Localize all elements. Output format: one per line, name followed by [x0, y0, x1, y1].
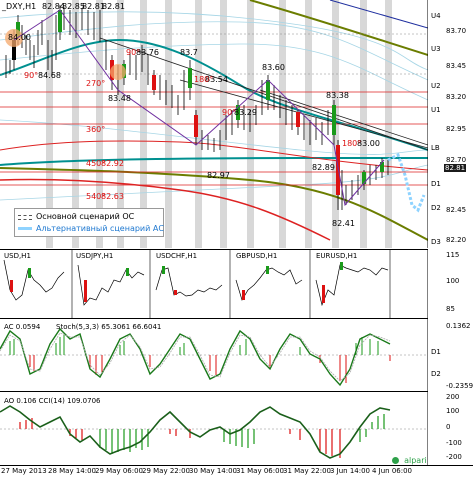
date-label: 28 May 14:00	[48, 467, 97, 475]
angle-label: 180°	[342, 139, 362, 148]
price-label: 82.97	[207, 171, 230, 180]
legend-base-label: Основной сценарий ОС	[36, 212, 135, 221]
angle-label: 360°	[86, 125, 106, 134]
level-d2: D2	[431, 204, 441, 212]
scenario-legend: Основной сценарий ОС Альтернативный сцен…	[14, 208, 164, 237]
angle-label: 450°	[86, 159, 106, 168]
ohlc-low: 82.81	[82, 2, 105, 11]
main-chart-panel[interactable]: _DXY,H1 82.84 82.85 82.81 82.81 84.00 84…	[0, 0, 428, 248]
date-label: 31 May 22:00	[283, 467, 332, 475]
ao-cci-header: AO 0.106 CCI(14) 109.0706	[4, 397, 101, 405]
price-label: 83.38	[326, 91, 349, 100]
ao-cci-panel[interactable]: AO 0.106 CCI(14) 109.0706 alpari	[0, 391, 428, 466]
symbol-header: _DXY,H1	[2, 2, 37, 11]
alpari-logo-icon	[392, 457, 399, 464]
ac-axis-tick: D1	[431, 348, 441, 356]
price-label: 82.89	[312, 163, 335, 172]
level-d3: D3	[431, 238, 441, 246]
angle-label: 90°	[24, 71, 39, 80]
legend-alt-label: Альтернативный сценарий АС	[36, 224, 164, 233]
main-price-axis: U4 U3 U2 U1 LB D1 D2 D3 83.70 83.45 83.2…	[428, 0, 473, 248]
price-label: 84.68	[38, 71, 61, 80]
ao-axis-tick: 0	[446, 423, 451, 431]
date-label: 27 May 2013	[1, 467, 47, 475]
ac-axis: 0.1362 D1 D2 -0.2359	[428, 318, 473, 390]
stoch-header: Stoch(5,3,3) 65.3061 66.6041	[56, 323, 162, 331]
ac-axis-tick: 0.1362	[446, 322, 471, 330]
ao-axis-tick: 100	[446, 407, 460, 415]
angle-label: 90°	[126, 48, 141, 57]
axis-price: 83.20	[446, 93, 467, 101]
ao-axis-tick: 200	[446, 393, 460, 401]
price-label: 82.41	[332, 219, 355, 228]
cross-label-usdchf: USDCHF,H1	[156, 252, 198, 260]
ac-stoch-panel[interactable]: AC 0.0594 Stoch(5,3,3) 65.3061 66.6041	[0, 318, 428, 391]
cross-pairs-panel[interactable]: USD,H1 USDJPY,H1 USDCHF,H1 GBPUSD,H1 EUR…	[0, 249, 428, 318]
axis-price: 82.95	[446, 125, 467, 133]
date-label: 29 May 22:00	[142, 467, 191, 475]
price-label: 83.29	[234, 108, 257, 117]
main-chart-svg	[0, 0, 428, 248]
date-label: 3 Jun 14:00	[330, 467, 371, 475]
alpari-logo-text: alpari	[404, 456, 427, 465]
angle-label: 180°	[194, 75, 214, 84]
current-price-tag: 82.81	[444, 164, 467, 172]
ac-header: AC 0.0594	[4, 323, 41, 331]
ohlc-high: 82.85	[62, 2, 85, 11]
ac-stoch-svg	[0, 319, 428, 391]
date-label: 4 Jun 06:00	[372, 467, 413, 475]
cross-label-usdjpy: USDJPY,H1	[76, 252, 114, 260]
legend-alt-swatch	[18, 227, 32, 230]
ao-axis-tick: -100	[446, 439, 462, 447]
cross-axis-tick: 100	[446, 277, 460, 285]
axis-price: 82.20	[446, 236, 467, 244]
level-u1: U1	[431, 106, 441, 114]
date-label: 31 May 06:00	[236, 467, 285, 475]
price-label: 82.63	[101, 192, 124, 201]
price-label: 83.00	[357, 139, 380, 148]
cross-axis-tick: 85	[446, 305, 455, 313]
cross-label-usd: USD,H1	[4, 252, 31, 260]
cross-pairs-svg	[3, 250, 428, 318]
ao-axis-tick: -200	[446, 453, 462, 461]
cross-axis-tick: 115	[446, 251, 460, 259]
price-label: 83.60	[262, 63, 285, 72]
date-label: 29 May 06:00	[95, 467, 144, 475]
cross-label-eurusd: EURUSD,H1	[316, 252, 358, 260]
level-u3: U3	[431, 45, 441, 53]
ao-axis: 200 100 0 -100 -200	[428, 391, 473, 465]
price-label: 84.00	[8, 33, 31, 42]
angle-label: 270°	[86, 79, 106, 88]
angle-label: 90°	[222, 108, 237, 117]
axis-price: 83.45	[446, 62, 467, 70]
ohlc-close: 82.81	[102, 2, 125, 11]
axis-price: 83.70	[446, 27, 467, 35]
price-label: 83.7	[180, 48, 198, 57]
ohlc-open: 82.84	[42, 2, 65, 11]
ac-axis-tick: -0.2359	[446, 382, 473, 390]
axis-price: 82.45	[446, 206, 467, 214]
ac-axis-tick: D2	[431, 370, 441, 378]
price-label: 83.54	[205, 75, 228, 84]
axis-price: 82.70	[446, 156, 467, 164]
price-label: 83.48	[108, 94, 131, 103]
legend-base-swatch	[18, 215, 32, 220]
alpari-logo: alpari	[392, 450, 427, 469]
level-u4: U4	[431, 12, 441, 20]
cross-axis: 115 100 85	[428, 249, 473, 317]
level-d1: D1	[431, 180, 441, 188]
date-label: 30 May 14:00	[189, 467, 238, 475]
price-label: 82.92	[101, 159, 124, 168]
cross-label-gbpusd: GBPUSD,H1	[236, 252, 278, 260]
level-lb: LB	[431, 144, 440, 152]
date-axis	[0, 465, 473, 481]
level-u2: U2	[431, 82, 441, 90]
price-label: 83.76	[136, 48, 159, 57]
ao-cci-svg	[0, 392, 428, 466]
angle-label: 540°	[86, 192, 106, 201]
